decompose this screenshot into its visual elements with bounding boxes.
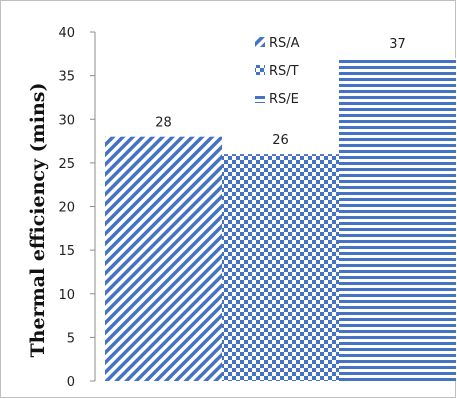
- y-tick-label: 10: [58, 288, 75, 303]
- y-tick-label: 35: [58, 70, 75, 85]
- bar-rs-e: [339, 58, 456, 382]
- legend-label: RS/T: [269, 64, 299, 79]
- bar-rs-t: [222, 154, 339, 381]
- data-labels: 28 26 37: [155, 37, 406, 148]
- y-tick-label: 0: [67, 375, 75, 390]
- legend-label: RS/A: [269, 36, 300, 51]
- bar-rs-a: [105, 136, 222, 381]
- data-label: 37: [389, 37, 406, 52]
- data-label: 26: [272, 133, 289, 148]
- y-tick-label: 25: [58, 157, 75, 172]
- y-axis-label: Thermal efficiency (mins): [27, 83, 49, 358]
- data-label: 28: [155, 116, 172, 131]
- legend-label: RS/E: [269, 92, 299, 107]
- y-tick-label: 40: [58, 26, 75, 41]
- legend-swatch: [255, 37, 265, 47]
- legend: RS/A RS/T RS/E: [255, 36, 300, 107]
- y-axis: 0 5 10 15 20 25 30 35 40: [58, 26, 96, 390]
- y-tick-label: 15: [58, 244, 75, 259]
- y-tick-label: 20: [58, 201, 75, 216]
- legend-swatch: [255, 93, 265, 103]
- y-tick-label: 30: [58, 113, 75, 128]
- legend-swatch: [255, 65, 265, 75]
- y-tick-label: 5: [67, 331, 75, 346]
- bars: [105, 58, 456, 382]
